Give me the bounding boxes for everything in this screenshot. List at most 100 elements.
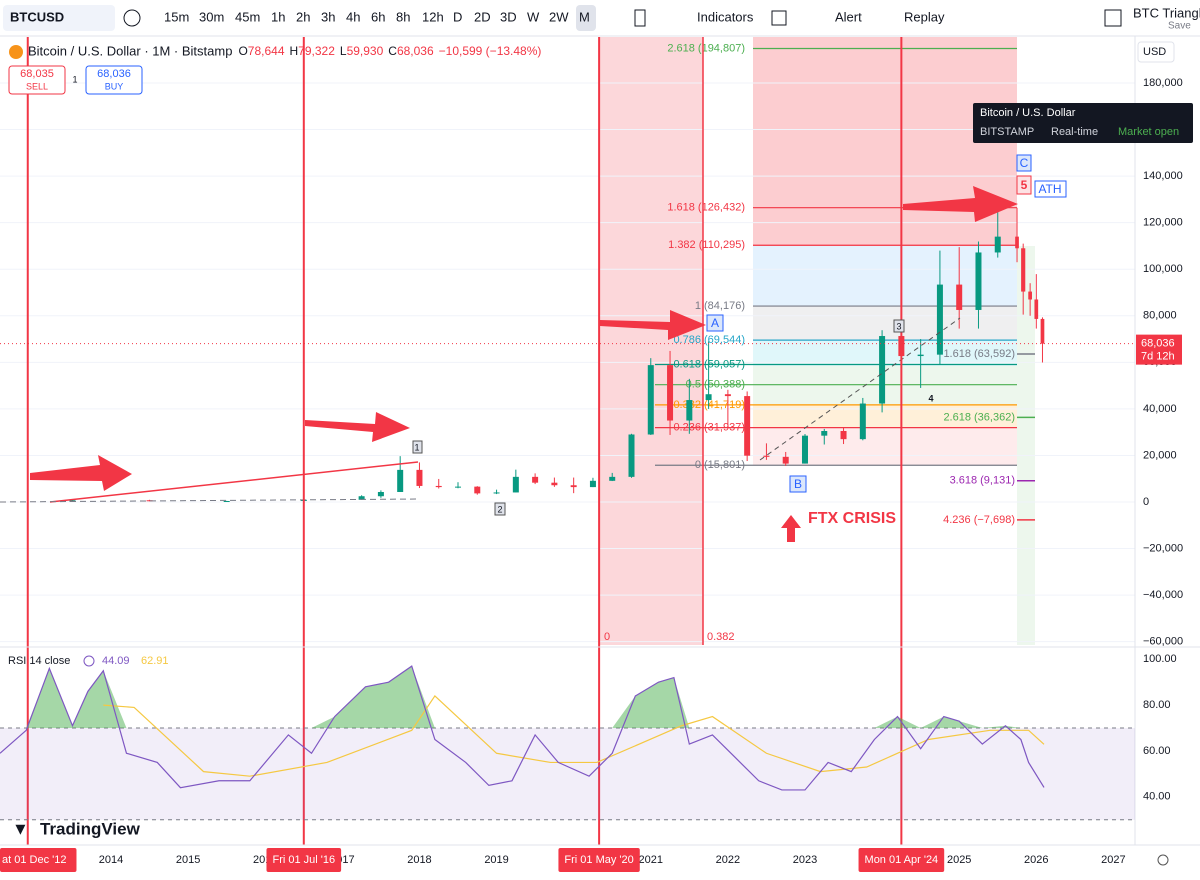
rsi-tick-label: 80.00 [1143,699,1171,711]
channel [759,317,961,461]
candle-body [474,486,481,494]
interval[interactable]: 3h [321,9,335,24]
x-tick-label: 2027 [1101,854,1125,866]
wave-2: 2 [497,504,502,514]
currency[interactable]: USD [1143,46,1166,58]
layout-icon[interactable] [1104,9,1122,27]
interval[interactable]: 30m [199,9,224,24]
wave-box [706,314,724,332]
fib-label: 1.382 (110,295) [668,239,745,251]
ohlc-value: 78,644 [248,44,285,58]
candle-body [705,394,712,401]
candle-body [840,431,847,440]
symbol[interactable]: BTCUSD [10,9,64,24]
wave-b: B [794,477,802,491]
interval[interactable]: 1h [271,9,285,24]
fib-label: 4.236 (−7,698) [943,514,1015,526]
candle-body [146,500,153,502]
fib-label: 0.5 (50,388) [686,379,745,391]
candle-icon[interactable] [634,9,646,27]
btc-icon [9,45,23,59]
marker-box [858,848,945,872]
interval[interactable]: 2W [549,9,569,24]
overbought-fill [0,666,1045,729]
marker-label: at 01 Dec '12 [2,854,66,866]
candle-body [744,396,751,456]
indicators[interactable]: Indicators [697,9,754,24]
zones [600,37,1035,645]
tooltip: Bitcoin / U.S. Dollar BITSTAMP Real-time… [973,103,1193,143]
replay[interactable]: Replay [904,9,945,24]
sell-price[interactable]: 68,035 [20,68,54,80]
interval[interactable]: 2h [296,9,310,24]
wave-1: 1 [414,442,419,452]
buy[interactable]: BUY [105,81,124,91]
alert[interactable]: Alert [835,9,862,24]
fib-label: 1.618 (126,432) [667,202,745,214]
sell[interactable]: SELL [26,81,48,91]
candle-body [551,482,558,486]
candle-body [956,284,963,310]
interval[interactable]: 12h [422,9,444,24]
zone [600,37,703,645]
interval[interactable]: 3D [500,9,517,24]
grid [0,82,1135,643]
ohlc-key: H [290,44,299,58]
rsi-value: 44.09 [102,655,130,667]
arrow-up [781,515,801,542]
candle-body [512,476,519,493]
symbol-box[interactable] [3,5,115,31]
currency-box[interactable] [1137,41,1175,63]
candle-body [570,485,577,488]
rsi-pane: 100.00 80.00 60.00 40.00 [0,646,1200,821]
buy-price[interactable]: 68,036 [97,68,131,80]
candle-body [686,400,693,421]
y-tick-label: −60,000 [1143,636,1183,648]
price-axis: USD 180,000160,000140,000120,000100,0008… [0,36,1183,845]
fib-label: 0.618 (59,057) [673,358,745,370]
y-tick-label: 180,000 [1143,77,1183,89]
rsi-title: RSI 14 close [8,655,70,667]
interval[interactable]: W [527,9,540,24]
countdown: 7d 12h [1141,351,1175,363]
interval[interactable]: D [453,9,462,24]
interval[interactable]: 6h [371,9,385,24]
logo: TradingView [40,819,141,838]
candle-body [994,236,1001,253]
settings-icon[interactable] [1157,854,1169,866]
drawings [0,37,1018,645]
sell-button[interactable] [8,65,66,95]
fib-label: 1.618 (63,592) [943,348,1015,360]
save[interactable]: Save [1168,21,1191,32]
candle-body [377,491,384,497]
y-tick-label: 80,000 [1143,310,1177,322]
compare-icon[interactable] [123,9,141,27]
rsi-band [0,728,1135,820]
arrow [305,412,410,442]
buy-button[interactable] [85,65,143,95]
y-tick-label: 0 [1143,496,1149,508]
interval[interactable]: M [579,9,590,24]
candle-body [358,496,365,500]
layout-name[interactable]: BTC Triangle [1133,5,1200,20]
quantity: 1 [72,74,77,84]
zone [753,405,1017,428]
interval[interactable]: 8h [396,9,410,24]
candle-body [821,431,828,436]
candle-body [1028,291,1032,300]
x-tick-label: 2025 [947,854,971,866]
templates-icon[interactable] [771,10,787,26]
interval[interactable]: 4h [346,9,360,24]
x-tick-label: 2014 [99,854,123,866]
interval[interactable]: 2D [474,9,491,24]
ohlc-value: 59,930 [347,44,384,58]
fib-label: 2.618 (36,362) [943,411,1015,423]
x-tick-label: 2018 [407,854,431,866]
fib-label: 0.786 (69,544) [673,334,745,346]
branding: ▼ TradingView [12,819,141,838]
wave-5: 5 [1021,178,1028,192]
interval[interactable]: 15m [164,9,189,24]
interval[interactable]: 45m [235,9,260,24]
